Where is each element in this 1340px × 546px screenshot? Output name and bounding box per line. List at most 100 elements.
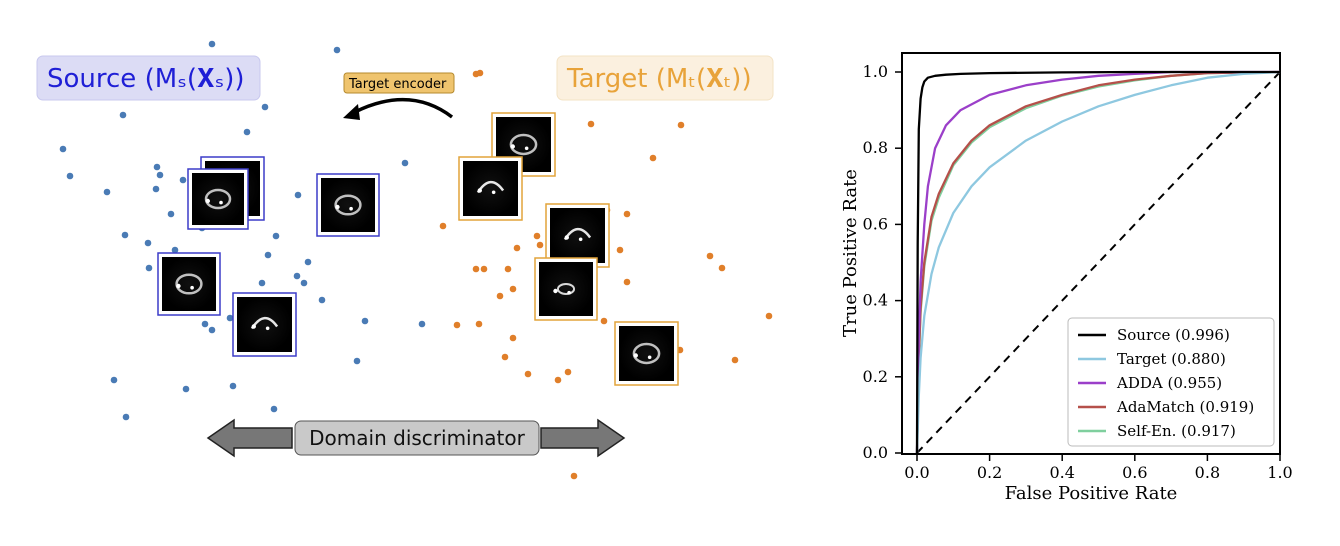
source-point [59,145,67,153]
y-axis-ticks: 0.0 0.2 0.4 0.6 0.8 1.0 [863,62,902,462]
source-point [208,40,216,48]
domain-discriminator-arrow: Domain discriminator [206,418,626,458]
source-point [293,272,301,280]
roc-series [915,70,1281,454]
target-title-box: Target (Mₜ(𝐗ₜ)) [556,55,774,101]
x-tick-label: 0.4 [1049,463,1074,482]
source-point [66,172,74,180]
target-encoder-arrow: Target encoder [343,72,455,120]
embedding-illustration: Source (Mₛ(𝐗ₛ)) Target (Mₜ(𝐗ₜ)) Target e… [36,40,774,480]
target-point [554,376,562,384]
target-point [524,370,532,378]
source-point [401,159,409,167]
lens-image [614,321,679,386]
target-point [623,210,631,218]
y-axis-label: True Positive Rate [840,169,861,337]
y-tick-label: 1.0 [863,62,888,81]
source-point [122,413,130,421]
y-tick-label: 0.8 [863,138,888,157]
x-tick-label: 0.6 [1122,463,1147,482]
target-encoder-label: Target encoder [348,77,447,92]
lens-image [534,257,598,321]
target-point [504,265,512,273]
legend-entry: Source (0.996) [1117,326,1230,344]
source-point [145,264,153,272]
x-tick-label: 0.8 [1195,463,1220,482]
domain-discriminator-label: Domain discriminator [309,426,525,450]
target-point [600,317,608,325]
source-point [353,357,361,365]
target-point [649,154,657,162]
target-point [570,472,578,480]
source-point [261,103,269,111]
lens-image [232,292,297,357]
source-point [270,405,278,413]
y-tick-label: 0.6 [863,214,888,233]
target-point [564,368,572,376]
source-point [153,163,161,171]
source-title-box: Source (Mₛ(𝐗ₛ)) [36,55,261,101]
target-point [472,265,480,273]
source-point [144,239,152,247]
legend-entry: Self-En. (0.917) [1117,422,1236,440]
x-tick-label: 0.0 [904,463,929,482]
source-point [226,314,234,322]
target-point [677,121,685,129]
source-point [119,111,127,119]
target-point [496,292,504,300]
y-tick-label: 0.0 [863,443,888,462]
legend: Source (0.996) Target (0.880) ADDA (0.955)… [1067,317,1275,447]
x-axis-ticks: 0.0 0.2 0.4 0.6 0.8 1.0 [904,454,1293,482]
target-point [501,353,509,361]
x-tick-label: 0.2 [977,463,1002,482]
roc-curve [915,70,1280,454]
target-point [623,278,631,286]
source-point [103,188,111,196]
legend-entry: Target (0.880) [1117,350,1226,368]
y-tick-label: 0.4 [863,291,888,310]
target-point [718,264,726,272]
source-point [121,231,129,239]
source-point [243,128,251,136]
target-point [509,285,517,293]
x-tick-label: 1.0 [1267,463,1292,482]
lens-image [157,252,221,316]
target-point [509,334,517,342]
target-point [513,244,521,252]
source-point [179,176,187,184]
target-point [536,241,544,249]
source-point [300,279,308,287]
lens-image [187,168,249,230]
target-point [765,312,773,320]
source-point [201,320,209,328]
source-point [294,191,302,199]
y-tick-label: 0.2 [863,367,888,386]
source-point [229,382,237,390]
source-point [272,232,280,240]
source-point [156,171,164,179]
source-point [361,317,369,325]
source-point [171,246,179,254]
source-point [258,279,266,287]
lens-image [458,156,523,221]
lens-image [316,173,380,237]
target-point [533,232,541,240]
chance-diagonal [916,71,1281,454]
source-point [333,46,341,54]
source-point [208,326,216,334]
target-point [480,265,488,273]
source-point [152,185,160,193]
source-title: Source (Mₛ(𝐗ₛ)) [47,64,245,94]
roc-curve [915,70,1281,454]
target-point [587,120,595,128]
target-point [453,321,461,329]
legend-entry: ADDA (0.955) [1116,374,1222,392]
target-point [476,69,484,77]
source-point [304,258,312,266]
lens-thumbnails [157,112,679,386]
target-point [706,252,714,260]
x-axis-label: False Positive Rate [1005,483,1178,504]
roc-curve [915,70,1280,454]
target-point [616,246,624,254]
